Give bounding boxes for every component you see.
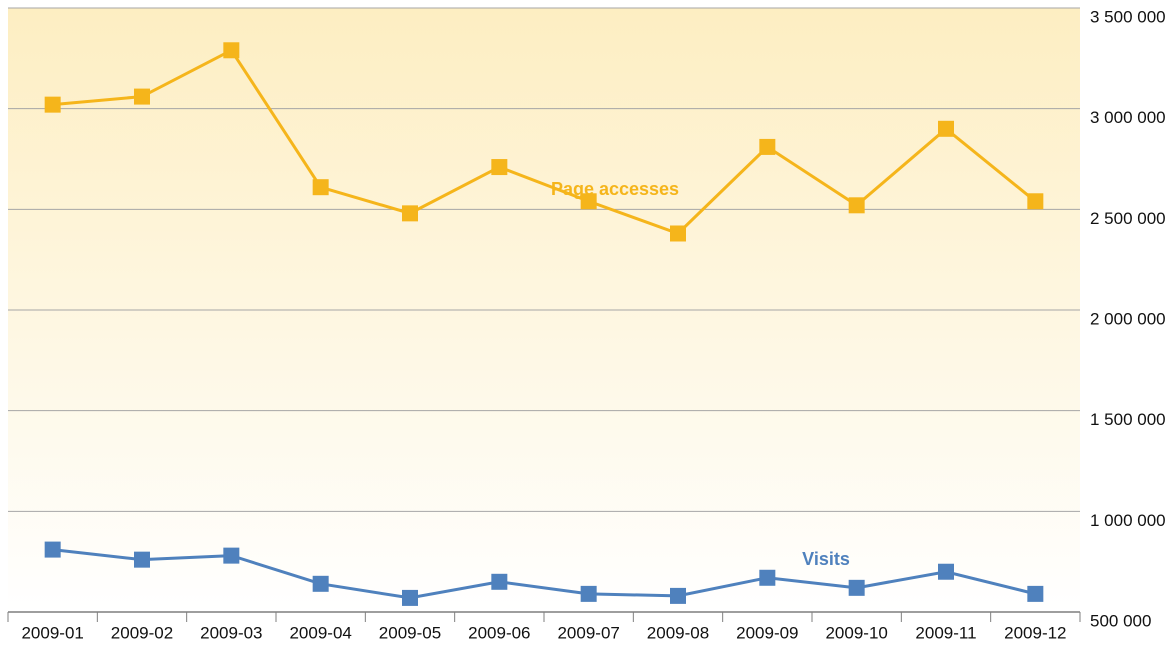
point-marker bbox=[402, 589, 418, 606]
series-line bbox=[52, 48, 1037, 236]
point-marker bbox=[1027, 585, 1044, 602]
point-marker bbox=[312, 575, 329, 592]
x-tick-label: 2009-12 bbox=[1004, 623, 1066, 642]
point-marker bbox=[759, 569, 776, 586]
point-marker bbox=[134, 88, 150, 105]
x-tick-label: 2009-10 bbox=[825, 623, 887, 642]
point-marker bbox=[1027, 193, 1044, 210]
series-line bbox=[52, 548, 1036, 600]
x-tick-label: 2009-01 bbox=[21, 623, 83, 642]
x-tick-label: 2009-07 bbox=[557, 623, 619, 642]
point-marker bbox=[223, 547, 240, 564]
x-tick-label: 2009-11 bbox=[915, 623, 976, 642]
point-marker bbox=[491, 159, 508, 176]
point-marker bbox=[44, 96, 61, 113]
series-label: Visits bbox=[802, 549, 850, 569]
point-marker bbox=[312, 179, 329, 196]
x-tick-label: 2009-03 bbox=[200, 623, 262, 642]
point-marker bbox=[670, 225, 686, 242]
point-marker bbox=[848, 579, 865, 596]
point-marker bbox=[848, 197, 865, 214]
y-tick-label: 2 000 000 bbox=[1090, 309, 1166, 328]
point-marker bbox=[938, 120, 954, 137]
point-marker bbox=[491, 573, 508, 590]
series-label: Page accesses bbox=[551, 179, 679, 199]
point-marker bbox=[402, 205, 418, 222]
point-marker bbox=[938, 563, 954, 580]
point-marker bbox=[44, 541, 61, 558]
point-marker bbox=[580, 193, 597, 210]
x-tick-label: 2009-09 bbox=[736, 623, 798, 642]
x-tick-label: 2009-04 bbox=[289, 623, 351, 642]
y-tick-label: 3 000 000 bbox=[1090, 108, 1166, 127]
y-tick-label: 3 500 000 bbox=[1090, 7, 1166, 26]
y-tick-label: 1 500 000 bbox=[1090, 410, 1166, 429]
point-marker bbox=[580, 585, 597, 602]
x-tick-label: 2009-02 bbox=[111, 623, 173, 642]
x-tick-label: 2009-05 bbox=[379, 623, 441, 642]
x-tick-label: 2009-06 bbox=[468, 623, 530, 642]
point-marker bbox=[759, 138, 776, 155]
point-marker bbox=[670, 587, 686, 604]
y-tick-label: 500 000 bbox=[1090, 611, 1151, 630]
x-tick-label: 2009-08 bbox=[647, 623, 709, 642]
point-marker bbox=[223, 42, 240, 59]
point-marker bbox=[134, 551, 150, 568]
y-tick-label: 2 500 000 bbox=[1090, 209, 1166, 228]
y-tick-label: 1 000 000 bbox=[1090, 511, 1166, 530]
